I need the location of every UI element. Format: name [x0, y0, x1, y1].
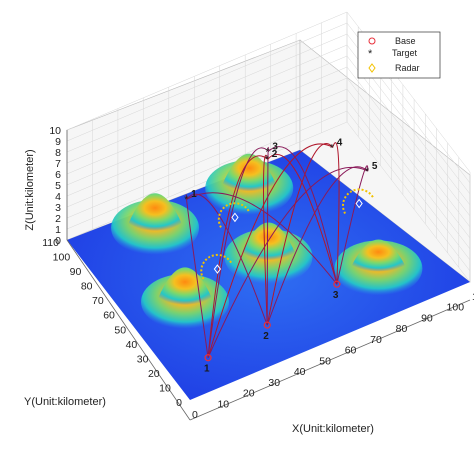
z-tick-label: 8 [55, 147, 61, 159]
flight-path [207, 155, 269, 358]
target-label: 5 [372, 161, 378, 172]
x-tick-label: 70 [370, 334, 382, 346]
radar-marker [200, 253, 233, 280]
z-tick-label: 4 [55, 191, 61, 203]
flight-path [186, 192, 338, 285]
flight-path [262, 154, 269, 326]
legend-label-target: Target [392, 48, 418, 58]
z-tick-label: 1 [55, 224, 61, 236]
base-label: 3 [333, 290, 339, 301]
flight-path [266, 166, 369, 326]
target-marker: * [330, 142, 335, 154]
y-tick-label: 50 [114, 324, 126, 336]
radar-marker [342, 188, 375, 215]
legend-label-base: Base [395, 36, 416, 46]
flight-path [268, 146, 338, 285]
y-tick-label: 60 [103, 310, 115, 322]
x-tick-label: 30 [268, 377, 280, 389]
radar-legend-icon [368, 63, 376, 73]
mountain-peak [111, 193, 200, 256]
z-tick-label: 6 [55, 169, 61, 181]
z-tick-label: 7 [55, 158, 61, 170]
y-tick-label: 100 [53, 252, 71, 264]
y-tick-label: 10 [159, 382, 171, 394]
radar-marker [217, 202, 250, 228]
x-tick-label: 0 [192, 409, 198, 421]
x-tick-label: 100 [447, 302, 465, 314]
flight-path [267, 153, 338, 285]
target-legend-icon: * [368, 48, 373, 60]
wall-grid [66, 11, 471, 283]
target-label: 2 [272, 149, 278, 160]
x-tick-label: 40 [294, 366, 306, 378]
z-tick-label: 5 [55, 180, 61, 192]
z-axis-label: Z(Unit:kilometer) [24, 149, 36, 230]
y-tick-label: 40 [126, 339, 138, 351]
legend-label-radar: Radar [395, 63, 420, 73]
z-tick-label: 3 [55, 202, 61, 214]
z-tick-label: 2 [55, 213, 61, 225]
x-tick-label: 20 [243, 388, 255, 400]
z-tick-label: 0 [55, 235, 61, 247]
y-axis-label: Y(Unit:kilometer) [24, 396, 106, 408]
z-tick-label: 10 [49, 125, 61, 137]
base-marker [263, 321, 271, 329]
target-markers: * 1* 2* 3 * 4* 5 [184, 137, 378, 206]
y-tick-label: 90 [70, 266, 82, 278]
target-label: 3 [272, 141, 278, 152]
target-marker: * [365, 166, 370, 178]
x-tick-label: 110 [472, 291, 474, 303]
flight-path [336, 165, 369, 285]
y-tick-label: 30 [137, 353, 149, 365]
target-marker: * [265, 146, 270, 158]
y-axis-line [66, 239, 191, 421]
x-tick-label: 50 [319, 355, 331, 367]
mountain-peak [141, 267, 229, 330]
mountain-peak [334, 239, 423, 297]
base-legend-icon [368, 37, 376, 45]
y-tick-label: 70 [92, 295, 104, 307]
x-axis-label: X(Unit:kilometer) [292, 423, 374, 435]
flight-paths [185, 142, 369, 358]
x-tick-labels: 0 10 20 30 40 50 60 70 80 90 100 110 [192, 291, 474, 421]
base-marker [333, 280, 341, 288]
base-label: 2 [263, 331, 269, 342]
flight-path [266, 146, 269, 326]
back-walls [66, 11, 471, 283]
flight-path [207, 143, 333, 358]
flight-path [207, 147, 269, 358]
y-tick-label: 110 [42, 237, 59, 249]
legend-box [357, 31, 441, 79]
x-tick-label: 90 [421, 312, 433, 324]
target-marker: * [184, 194, 189, 206]
legend: Base * Target Radar [357, 31, 441, 79]
target-label: 1 [191, 189, 197, 200]
flight-path [185, 194, 209, 358]
target-label: 4 [337, 137, 343, 148]
x-tick-label: 80 [396, 323, 408, 335]
flight-path [332, 142, 340, 285]
radar-markers [200, 188, 375, 280]
z-tick-label: 9 [55, 136, 61, 148]
base-label: 1 [204, 364, 210, 375]
x-tick-label: 10 [217, 398, 229, 410]
x-tick-label: 60 [345, 345, 357, 357]
flight-path [266, 143, 334, 326]
target-marker: * [265, 154, 270, 166]
y-tick-label: 0 [176, 397, 182, 409]
base-markers: 1 2 3 [204, 280, 341, 375]
base-marker [204, 354, 212, 362]
y-tick-label: 80 [81, 281, 93, 293]
x-axis-line [189, 299, 471, 421]
y-tick-label: 20 [148, 368, 160, 380]
